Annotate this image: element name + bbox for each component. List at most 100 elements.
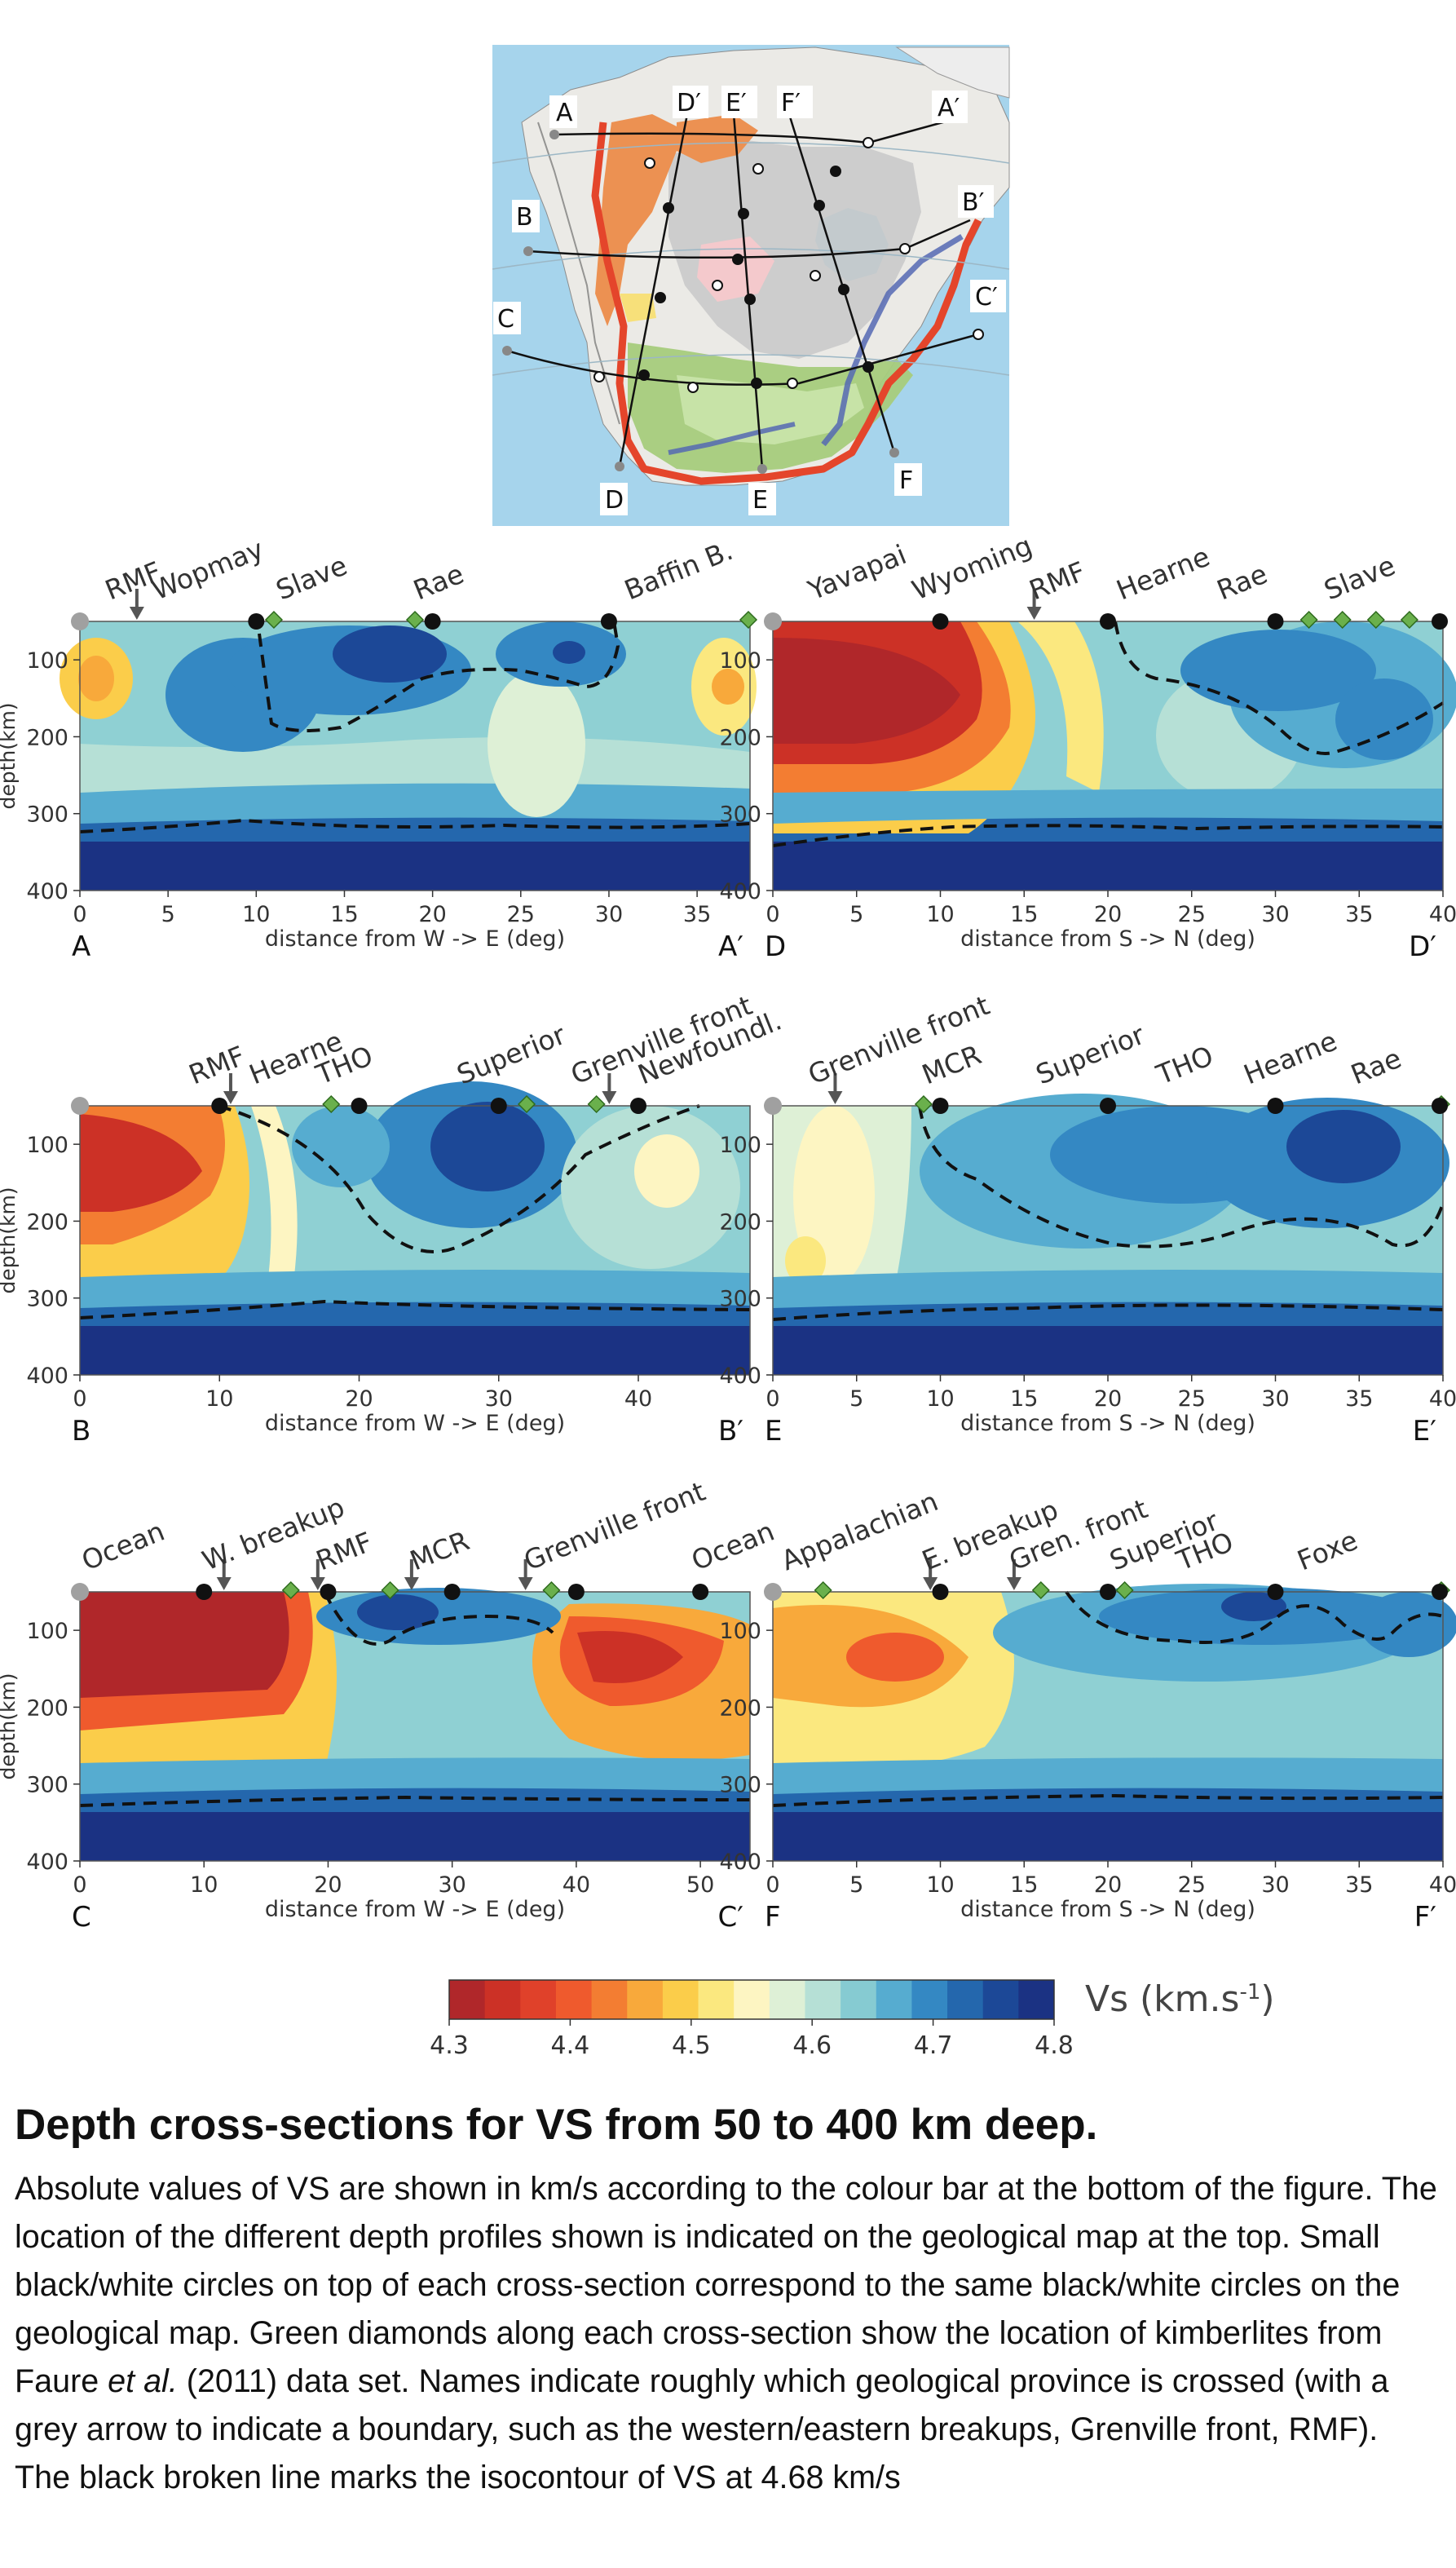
boundary-arrow-head	[223, 1091, 238, 1104]
province-label: Ocean	[77, 1515, 169, 1577]
boundary-arrow-head	[518, 1577, 533, 1590]
profile-start-label: B	[72, 1415, 90, 1448]
x-tick-label: 0	[766, 1386, 779, 1412]
colorbar-swatch	[520, 1980, 557, 2019]
x-tick-label: 15	[1010, 1386, 1038, 1412]
map-grid-2	[492, 248, 1010, 270]
province-label: Slave	[1320, 549, 1400, 606]
colorbar-swatch	[734, 1980, 770, 2019]
kimberlite-diamond	[587, 1094, 606, 1114]
x-tick-label: 10	[242, 902, 270, 927]
x-tick-label: 40	[1429, 1386, 1456, 1412]
cross-section-D	[772, 621, 1456, 891]
colorbar-swatch	[841, 1980, 877, 2019]
kimberlite-diamond	[322, 1094, 341, 1114]
province-label: RMF	[184, 1040, 249, 1091]
x-tick-label: 5	[161, 902, 175, 927]
map-blue-arc	[821, 233, 964, 447]
y-tick-label: 400	[26, 879, 68, 904]
boundary-arrow-head	[129, 607, 144, 620]
x-tick-label: 40	[1429, 1872, 1456, 1898]
profile-circle	[443, 1584, 461, 1600]
y-axis-label: depth(km)	[0, 1187, 20, 1293]
province-label: Superior	[452, 1019, 570, 1091]
kimberlite-diamond	[914, 1094, 933, 1114]
profile-circle	[1432, 1584, 1448, 1600]
x-tick-label: 35	[683, 902, 711, 927]
map-province-lightgreen	[677, 375, 864, 444]
profile-circle	[1432, 1098, 1448, 1114]
x-tick-label: 35	[1345, 1872, 1373, 1898]
y-tick-label: 400	[719, 1850, 761, 1875]
colorbar-label: Vs (km.s-1)	[1085, 1978, 1275, 2020]
colorbar-swatch	[876, 1980, 912, 2019]
profile-start-label: D	[765, 930, 786, 963]
map-label: E′	[726, 89, 747, 117]
colorbar-swatch	[591, 1980, 628, 2019]
y-tick-label: 300	[26, 802, 68, 828]
map-grid-1	[492, 142, 1010, 164]
x-tick-label: 30	[438, 1872, 465, 1898]
map-label: C′	[975, 283, 998, 312]
profile-start-label: A	[72, 930, 90, 963]
x-axis-label: distance from S -> N (deg)	[960, 1411, 1255, 1436]
colorbar-swatch	[911, 1980, 948, 2019]
profile-circle	[196, 1584, 213, 1600]
y-tick-label: 300	[26, 1287, 68, 1312]
province-label: Slave	[271, 549, 351, 606]
boundary-arrow-head	[602, 1091, 617, 1104]
y-axis-label: depth(km)	[0, 1673, 20, 1779]
caption-text-1: Absolute values of VS are shown in km/s …	[15, 2171, 1437, 2399]
caption-text-2: (2011) data set. Names indicate roughly …	[15, 2363, 1389, 2495]
x-tick-label: 25	[1178, 1386, 1206, 1412]
map-label: A′	[938, 94, 960, 122]
x-tick-label: 20	[1094, 1386, 1122, 1412]
colorbar-swatch	[449, 1980, 486, 2019]
x-tick-label: 40	[563, 1872, 590, 1898]
kimberlite-diamond	[814, 1580, 832, 1600]
profile-start-label: E	[765, 1415, 782, 1448]
profile-circle	[1267, 1098, 1284, 1114]
map-label: B′	[962, 188, 985, 217]
x-tick-label: 10	[926, 1872, 954, 1898]
map-province-orange-2	[677, 114, 758, 163]
map-label: D′	[677, 89, 701, 117]
y-tick-label: 100	[26, 1619, 68, 1644]
province-label: Baffin B.	[620, 534, 737, 606]
map-grey-endpoints	[502, 130, 899, 474]
kimberlite-diamond	[1299, 610, 1318, 630]
caption-title: Depth cross-sections for VS from 50 to 4…	[15, 2101, 1098, 2149]
y-tick-label: 100	[719, 1133, 761, 1158]
x-tick-label: 20	[314, 1872, 342, 1898]
profile-line-E	[732, 113, 764, 470]
province-label: Rae	[1347, 1042, 1406, 1091]
panel-frame	[79, 1105, 751, 1376]
kimberlite-diamond	[739, 610, 758, 630]
colorbar-tick-label: 4.6	[792, 2031, 832, 2060]
province-label: Rae	[1212, 558, 1272, 607]
colorbar-swatch	[484, 1980, 521, 2019]
figure-caption: Depth cross-sections for VS from 50 to 4…	[15, 2100, 1441, 2502]
x-axis-label: distance from W -> E (deg)	[265, 1411, 565, 1436]
start-point	[764, 1583, 782, 1601]
profile-end-label: A′	[718, 930, 743, 963]
x-tick-label: 40	[624, 1386, 652, 1412]
kimberlite-diamond	[517, 1094, 536, 1114]
map-label: A	[556, 99, 573, 127]
cross-section-F	[772, 1584, 1456, 1861]
kimberlite-diamond	[405, 610, 425, 630]
province-label: Yavapai	[803, 538, 911, 607]
kimberlite-diamond	[1400, 610, 1418, 630]
colorbar-swatch	[947, 1980, 984, 2019]
y-tick-label: 200	[26, 1209, 68, 1235]
kimberlite-diamond	[1115, 1580, 1134, 1600]
profile-circle	[1267, 613, 1284, 630]
x-tick-label: 35	[1345, 902, 1373, 927]
map-province-yellow	[620, 294, 656, 322]
start-point	[71, 612, 89, 630]
x-tick-label: 0	[766, 1872, 779, 1898]
colorbar: 4.3 4.4 4.5 4.6 4.7 4.8 Vs (km.s-1)	[430, 1978, 1274, 2060]
map-label: C	[497, 305, 514, 334]
x-axis-label: distance from S -> N (deg)	[960, 926, 1255, 952]
x-tick-label: 50	[686, 1872, 714, 1898]
